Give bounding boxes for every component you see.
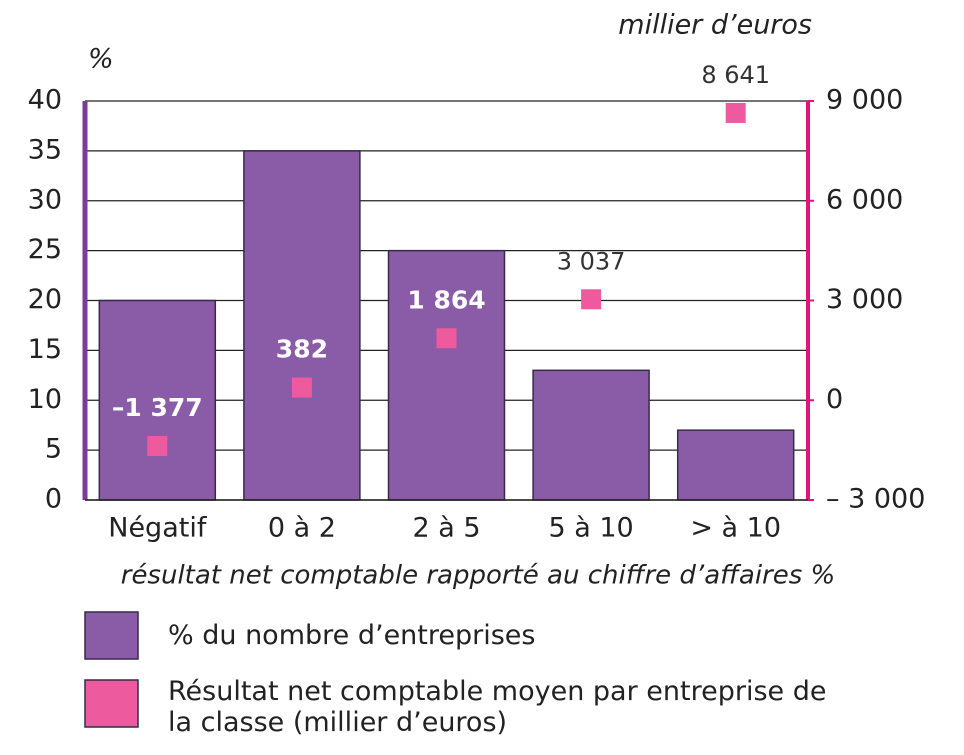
bar — [98, 299, 217, 501]
bar — [387, 249, 506, 501]
bar — [243, 150, 361, 501]
y-tick-label: 10 — [28, 384, 62, 415]
y-axis-label: % — [88, 44, 114, 75]
point — [291, 377, 312, 398]
y-tick-label: 40 — [28, 85, 62, 116]
point — [581, 289, 602, 310]
y2-tick-label: 0 — [826, 384, 843, 415]
y-tick-label: 15 — [28, 334, 62, 365]
value-label: 3 037 — [557, 247, 626, 275]
legend-entry: % du nombre d’entreprises — [168, 620, 536, 651]
bar — [676, 429, 795, 501]
x-tick-label: Négatif — [108, 513, 208, 544]
y2-tick-label: 6 000 — [826, 184, 903, 215]
legend-swatch — [84, 611, 139, 660]
y2-tick-label: – 3 000 — [826, 484, 925, 515]
y-tick-label: 0 — [45, 484, 62, 515]
x-tick-label: 2 à 5 — [412, 513, 480, 544]
point — [147, 436, 168, 457]
x-tick-label: 5 à 10 — [548, 513, 633, 544]
x-tick-label: 0 à 2 — [268, 513, 336, 544]
y2-tick-label: 3 000 — [826, 284, 903, 315]
y2-axis-label: millier d’euros — [618, 10, 812, 41]
value-label: 8 641 — [701, 61, 770, 89]
x-axis-label: résultat net comptable rapporté au chiff… — [121, 561, 836, 591]
y-tick-label: 30 — [28, 184, 62, 215]
y2-tick-label: 9 000 — [826, 85, 903, 116]
legend-entry: Résultat net comptable moyen par entrepr… — [168, 676, 827, 738]
y-tick-label: 25 — [28, 234, 62, 265]
value-label: –1 377 — [112, 393, 203, 422]
value-label: 382 — [276, 335, 328, 364]
point — [725, 102, 746, 123]
y-tick-label: 5 — [45, 434, 62, 465]
legend-label: Résultat net comptable moyen par entrepr… — [168, 676, 827, 738]
y-tick-label: 20 — [28, 284, 62, 315]
value-label: 1 864 — [407, 285, 485, 314]
legend-label: % du nombre d’entreprises — [168, 620, 536, 651]
point — [436, 328, 457, 349]
x-tick-label: > à 10 — [690, 513, 781, 544]
bar — [532, 369, 650, 501]
y-tick-label: 35 — [28, 134, 62, 165]
legend-swatch — [84, 679, 139, 728]
